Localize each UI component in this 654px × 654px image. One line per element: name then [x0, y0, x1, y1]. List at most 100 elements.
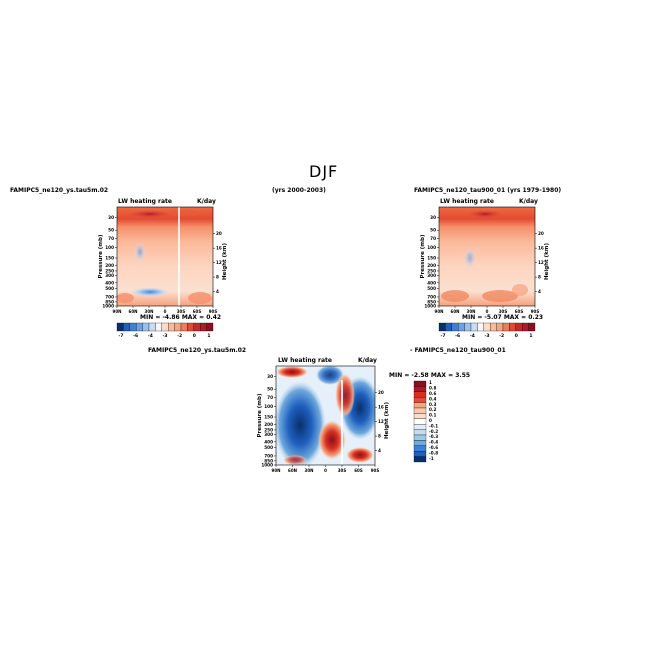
x-tick-label: 30S [338, 468, 347, 473]
colorbar-cell [206, 322, 214, 332]
x-tick-label: 60N [129, 309, 138, 314]
colorbar-cell [413, 429, 427, 436]
colorbar-cell [477, 322, 484, 332]
panel3-variable: LW heating rate [278, 357, 332, 364]
panel3-case-label: FAMIPC5_ne120_ys.tau5m.02 [148, 347, 247, 354]
y-tick-label: 50 [267, 387, 273, 392]
y-tick-label: 250 [105, 268, 114, 273]
y-axis-title: Pressure (mb) [420, 234, 426, 278]
colorbar-label: -0.6 [429, 445, 438, 450]
x-tick-label: 90N [272, 468, 281, 473]
colorbar-cell [515, 322, 523, 332]
y-tick-label: 70 [108, 236, 114, 241]
colorbar-label: -0.3 [429, 434, 438, 439]
colorbar-cell [445, 322, 452, 332]
x-tick-label: 60S [354, 468, 363, 473]
colorbar-cell [187, 322, 194, 332]
colorbar-cell [438, 322, 446, 332]
x-tick-label: 30N [145, 309, 154, 314]
x-tick-label: 0 [164, 309, 167, 314]
y-axis-title: Pressure (mb) [257, 393, 263, 437]
colorbar-cell [483, 322, 491, 332]
panel1-minmax: MIN = -4.86 MAX = 0.42 [140, 314, 222, 321]
y-tick-label: 250 [427, 268, 436, 273]
panel3-minmax: MIN = -2.58 MAX = 3.55 [389, 372, 471, 379]
x-tick-label: 30N [467, 309, 476, 314]
colorbar-cell [413, 445, 427, 452]
colorbar-cell [509, 322, 516, 332]
colorbar-label: -7 [441, 333, 446, 339]
colorbar-cell [142, 322, 150, 332]
x-tick-label: 90N [113, 309, 122, 314]
y-tick-label: 700 [427, 294, 436, 299]
colorbar-label: 1 [207, 333, 210, 339]
panel3-field [276, 366, 375, 465]
y2-tick-label: 20 [216, 231, 222, 236]
y-tick-label: 1000 [424, 304, 436, 309]
y-tick-label: 1000 [102, 304, 114, 309]
colorbar-label: 0.4 [429, 396, 437, 401]
colorbar-label: -0.4 [429, 440, 438, 445]
colorbar-cell [413, 397, 427, 403]
colorbar-cell [413, 391, 427, 398]
colorbar-cell [116, 322, 124, 332]
colorbar-label: 0.2 [429, 407, 437, 412]
colorbar-label: 0.3 [429, 402, 437, 407]
panel1-units: K/day [197, 198, 216, 205]
y-tick-label: 500 [105, 286, 114, 291]
colorbar-cell [413, 380, 427, 387]
panel3-diff-label: - FAMIPC5_ne120_tau900_01 [410, 347, 506, 354]
colorbar-label: 0 [429, 418, 432, 423]
y2-tick-label: 8 [378, 434, 381, 439]
colorbar-cell [413, 456, 427, 463]
colorbar-cell [413, 413, 427, 419]
colorbar-label: -4 [148, 333, 153, 339]
colorbar-cell [413, 440, 427, 446]
x-tick-label: 60N [451, 309, 460, 314]
y2-tick-label: 12 [378, 419, 384, 424]
colorbar-cell [413, 451, 427, 457]
x-tick-label: 90S [371, 468, 380, 473]
colorbar-label: 0.1 [429, 413, 437, 418]
x-tick-label: 30N [305, 468, 314, 473]
colorbar-label: -3 [485, 333, 490, 339]
y-axis-title: Pressure (mb) [98, 234, 104, 278]
colorbar-label: -4 [470, 333, 475, 339]
y-tick-label: 500 [427, 286, 436, 291]
colorbar-label: -6 [133, 333, 138, 339]
y-tick-label: 100 [105, 245, 114, 250]
y-tick-label: 100 [427, 245, 436, 250]
y-tick-label: 850 [427, 299, 436, 304]
y-tick-label: 30 [267, 374, 273, 379]
colorbar-cell [451, 322, 459, 332]
colorbar-cell [180, 322, 188, 332]
y-tick-label: 850 [105, 299, 114, 304]
x-tick-label: 0 [324, 468, 327, 473]
colorbar-cell [148, 322, 156, 332]
y2-tick-label: 8 [538, 275, 541, 280]
y-tick-label: 30 [430, 215, 436, 220]
colorbar-label: -0.1 [429, 423, 438, 428]
panel2-case-label: FAMIPC5_ne120_tau900_01 (yrs 1979-1980) [414, 187, 562, 194]
x-tick-label: 30S [177, 309, 186, 314]
y-tick-label: 50 [108, 228, 114, 233]
colorbar-cell [200, 322, 207, 332]
y-tick-label: 400 [264, 439, 273, 444]
y-tick-label: 300 [105, 273, 114, 278]
y2-tick-label: 8 [216, 275, 219, 280]
x-tick-label: 90S [209, 309, 218, 314]
y2-tick-label: 12 [538, 260, 544, 265]
colorbar-cell [413, 407, 427, 414]
panel1-years-label: (yrs 2000-2003) [272, 187, 326, 194]
y-tick-label: 400 [427, 280, 436, 285]
y-tick-label: 150 [427, 255, 436, 260]
y-tick-label: 300 [264, 432, 273, 437]
colorbar-cell [168, 322, 175, 332]
y2-tick-label: 16 [538, 246, 544, 251]
colorbar-cell [413, 424, 427, 430]
colorbar-label: 1 [529, 333, 532, 339]
panel2-minmax: MIN = -5.07 MAX = 0.23 [462, 314, 544, 321]
y-tick-label: 850 [264, 458, 273, 463]
colorbar-label: 0 [193, 333, 196, 339]
